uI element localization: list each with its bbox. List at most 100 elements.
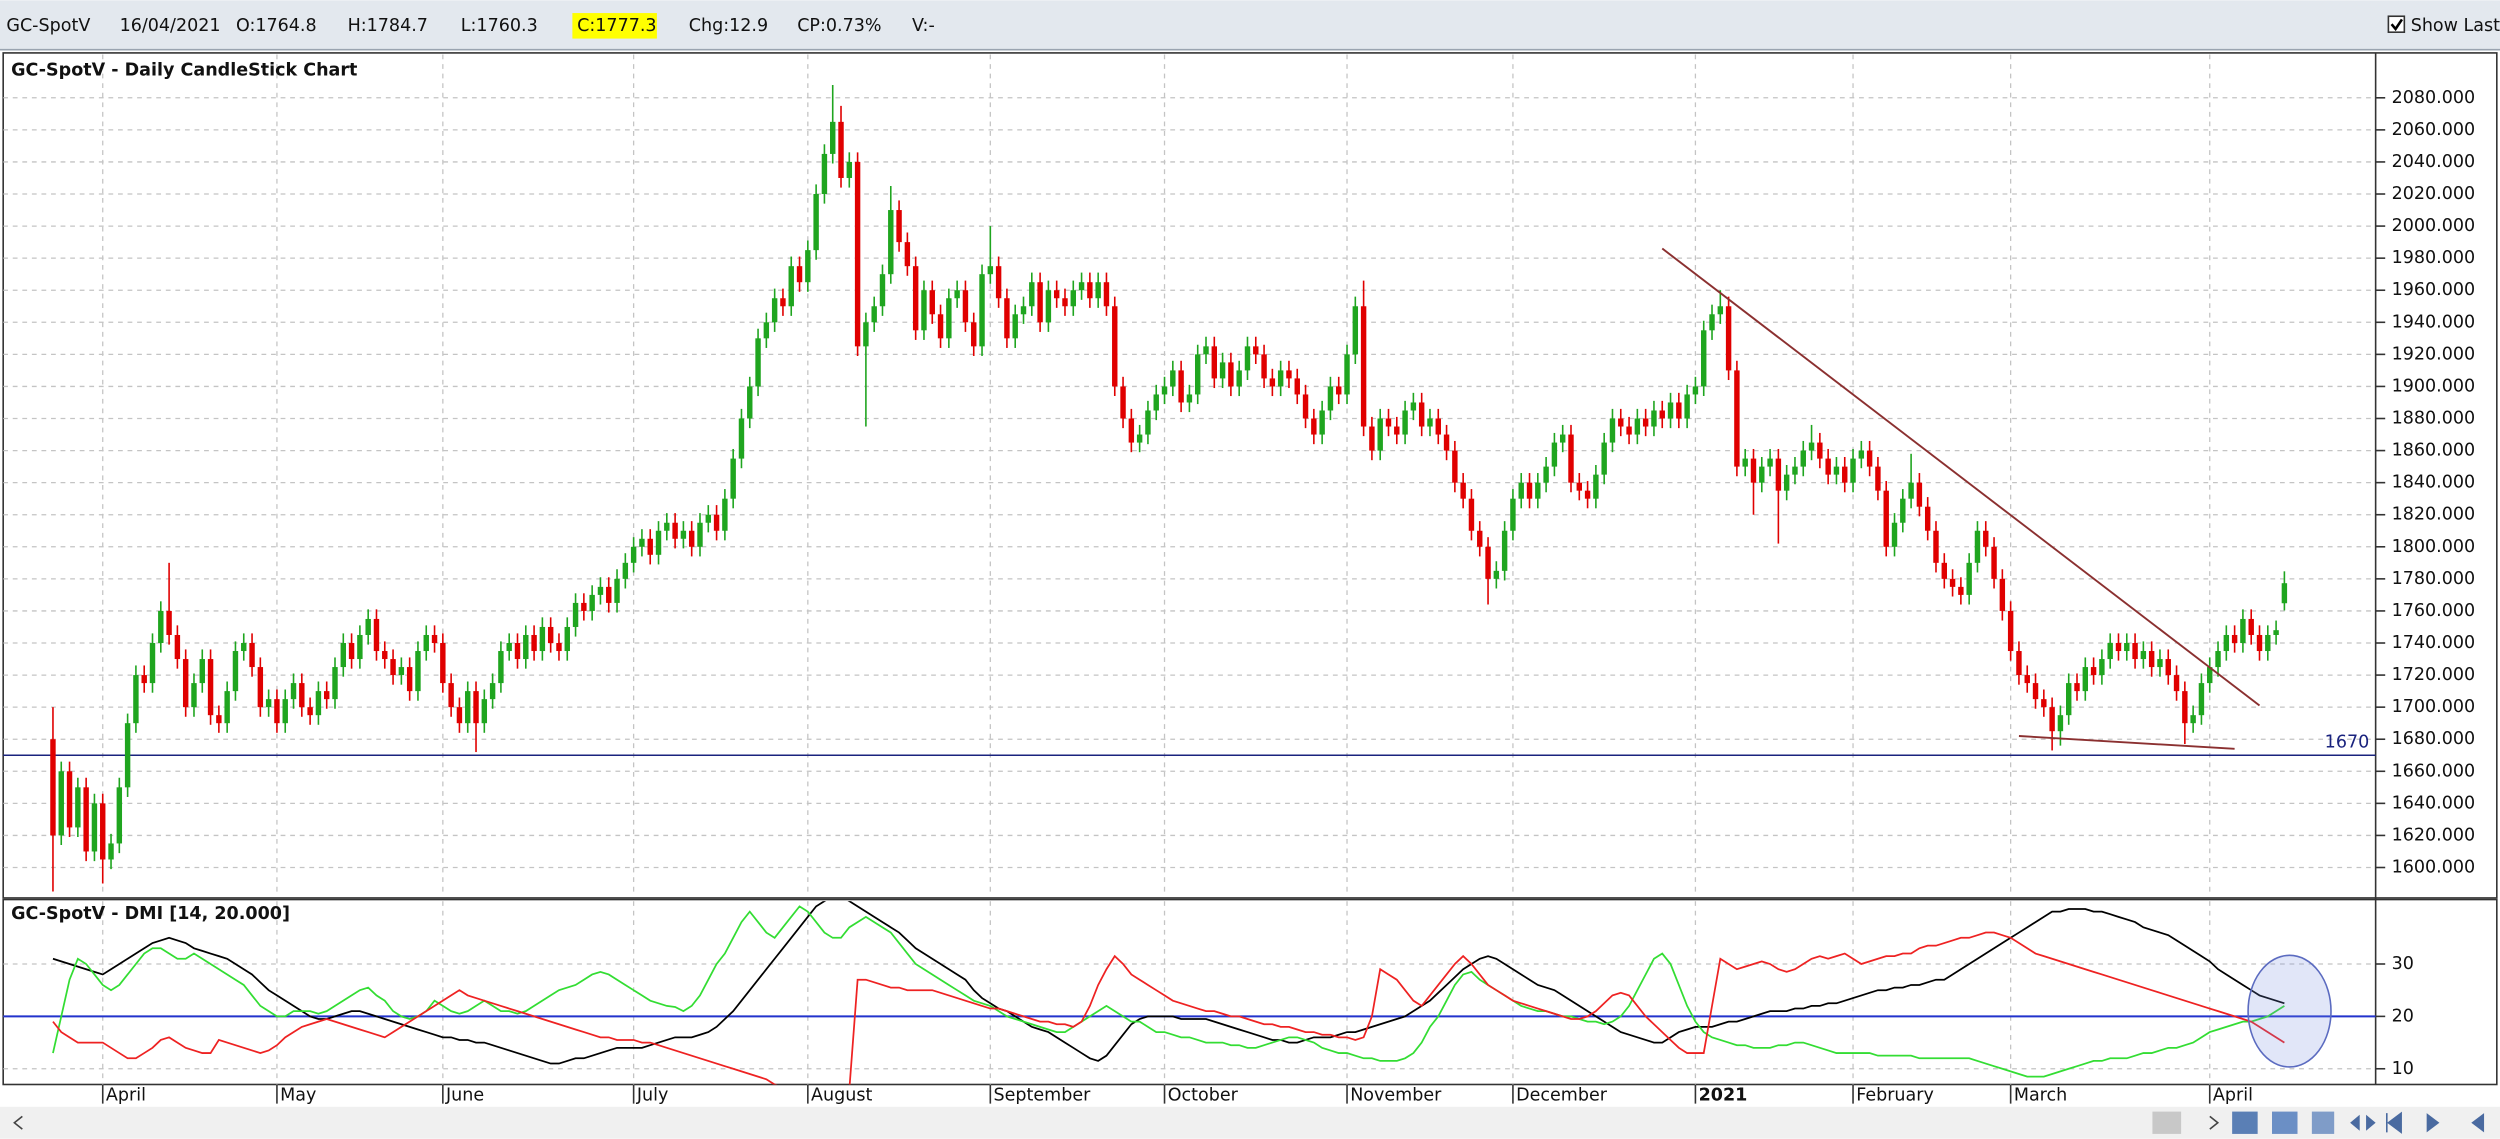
candle-body — [1327, 386, 1334, 411]
candle-body — [141, 675, 147, 684]
candle-body — [1800, 450, 1806, 467]
candle-body — [1244, 346, 1251, 371]
candle-body — [597, 586, 604, 595]
candle-body — [1750, 458, 1757, 483]
x-tick-label: November — [1350, 1086, 1442, 1106]
candle-body — [124, 723, 131, 788]
scrollbar — [0, 1106, 2500, 1139]
y-tick-label: 2040.000 — [2392, 152, 2476, 172]
candle-body — [1194, 354, 1201, 395]
candle-body — [2248, 618, 2254, 635]
candle-body — [1684, 394, 1690, 419]
y-tick-label: 30 — [2392, 954, 2414, 974]
candle-body — [730, 458, 736, 499]
candle-body — [1277, 370, 1284, 387]
candle-body — [1352, 306, 1359, 355]
candle-body — [1659, 410, 1665, 419]
candle-body — [332, 667, 338, 700]
candle-body — [1709, 314, 1715, 331]
dmi-panel — [2, 898, 2498, 1086]
candle-body — [1759, 466, 1765, 483]
candle-body — [1551, 442, 1558, 467]
candle-body — [1477, 530, 1483, 547]
candle-body — [415, 651, 421, 692]
scroll-thumb[interactable] — [2152, 1111, 2182, 1134]
candle-body — [1850, 458, 1856, 483]
candle-body — [606, 586, 612, 603]
candle-body — [2157, 659, 2163, 668]
candle-body — [1941, 562, 1947, 579]
candle-body — [2057, 715, 2064, 732]
candle-body — [763, 322, 770, 339]
x-tick-label: August — [811, 1086, 872, 1106]
tool-button[interactable] — [2386, 1111, 2402, 1134]
tool-button[interactable] — [2426, 1113, 2440, 1133]
volume: V:- — [912, 16, 935, 36]
candle-body — [2182, 691, 2188, 724]
candle-body — [290, 683, 297, 700]
y-tick-label: 1680.000 — [2392, 729, 2476, 749]
candle-body — [1808, 442, 1815, 451]
price-title: GC-SpotV - Daily CandleStick Chart — [11, 60, 357, 80]
candle-body — [448, 683, 454, 708]
candle-body — [1012, 314, 1018, 339]
change-pct: CP:0.73% — [797, 16, 881, 36]
candle-body — [1775, 458, 1782, 491]
candle-body — [1410, 402, 1417, 411]
candle-body — [1004, 298, 1010, 339]
header-bar — [0, 0, 2500, 50]
candle-body — [854, 161, 861, 347]
axes: April May June July August September October No… — [101, 88, 2476, 1106]
candle-body — [639, 538, 645, 547]
candle-body — [1311, 418, 1317, 435]
y-tick-label: 1820.000 — [2392, 505, 2476, 525]
candle-body — [1900, 498, 1906, 523]
candle-body — [1833, 466, 1840, 475]
candle-body — [2041, 699, 2047, 708]
candle-body — [1228, 362, 1234, 387]
candle-body — [232, 651, 239, 692]
candle-body — [672, 522, 678, 539]
tool-button[interactable] — [2272, 1111, 2298, 1134]
candle-body — [1916, 482, 1923, 507]
high: H:1784.7 — [348, 16, 428, 36]
x-tick-label: March — [2014, 1086, 2067, 1106]
tool-button[interactable] — [2471, 1113, 2485, 1133]
candle-body — [1145, 410, 1151, 435]
candle-body — [1866, 450, 1873, 467]
candle-body — [2273, 630, 2279, 635]
candle-body — [863, 322, 869, 347]
candle-body — [523, 634, 529, 660]
candle-body — [75, 787, 81, 828]
candle-body — [1974, 530, 1981, 563]
candle-body — [1543, 466, 1549, 483]
candle-body — [199, 659, 205, 684]
candle-body — [838, 121, 844, 178]
candle-body — [1526, 482, 1533, 499]
candle-body — [995, 266, 1002, 299]
candle-body — [282, 699, 288, 724]
candle-body — [58, 771, 64, 836]
candle-body — [1087, 282, 1093, 299]
candle-body — [589, 594, 595, 611]
scroll-right[interactable] — [2209, 1115, 2220, 1130]
candle-body — [1385, 418, 1392, 427]
candle-body — [962, 290, 969, 323]
tool-button[interactable] — [2311, 1111, 2335, 1134]
tool-button[interactable] — [2232, 1111, 2258, 1134]
candle-body — [473, 691, 479, 724]
candle-body — [755, 338, 761, 387]
candle-body — [274, 699, 280, 724]
candle-body — [2016, 651, 2022, 676]
tool-button[interactable] — [2350, 1114, 2376, 1131]
candle-body — [697, 522, 703, 547]
candle-body — [647, 538, 653, 555]
candle-body — [158, 610, 164, 644]
show-last-label[interactable]: Show Last — [2411, 16, 2500, 36]
candle-body — [1029, 282, 1035, 307]
x-tick-label: 2021 — [1699, 1086, 1748, 1106]
candle-body — [406, 667, 413, 692]
candle-body — [382, 651, 388, 660]
scroll-left[interactable] — [13, 1115, 23, 1130]
candle-body — [655, 530, 662, 555]
